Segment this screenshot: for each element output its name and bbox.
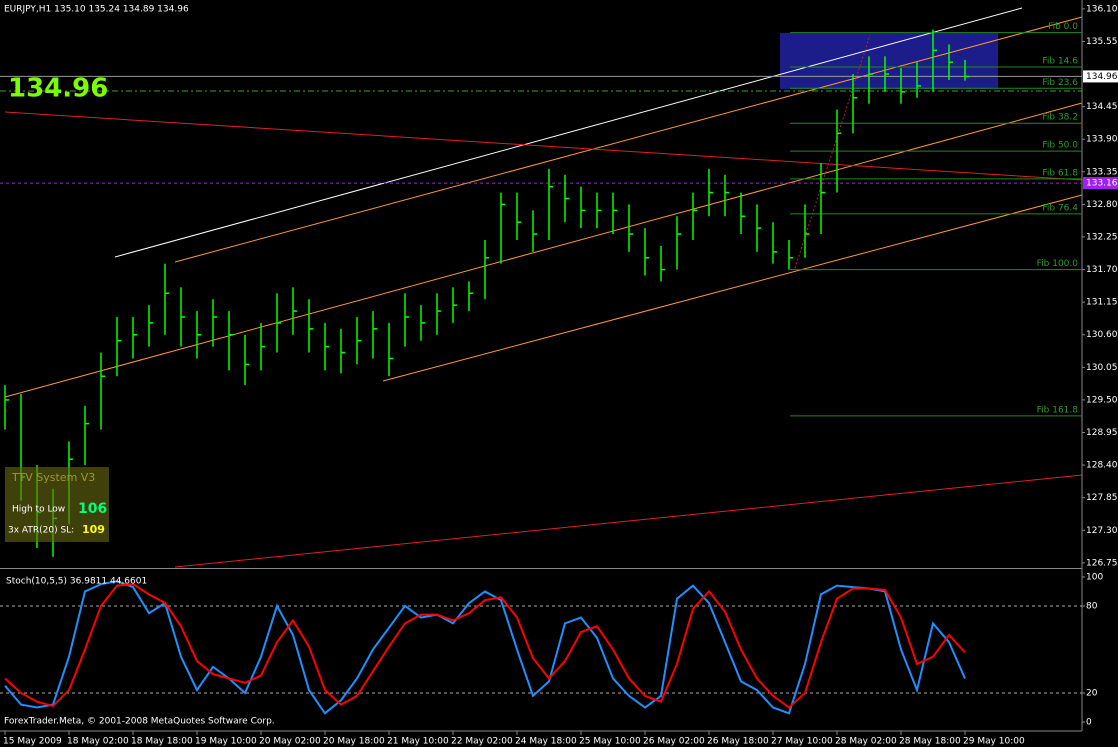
y-tick-label: 134.45 — [1086, 102, 1118, 112]
y-tick-label: 129.50 — [1086, 395, 1118, 405]
y-tick-label: 130.60 — [1086, 330, 1118, 340]
y-tick-label: 131.70 — [1086, 265, 1118, 275]
channel-line — [382, 194, 1083, 382]
marker-tag-label: 133.16 — [1086, 179, 1118, 189]
price-tag — [1083, 70, 1118, 83]
indicator-title: Stoch(10,5,5) 36.9811 44.6601 — [6, 577, 147, 587]
x-tick-label: 18 May 18:00 — [131, 737, 193, 747]
info-panel-bg — [5, 467, 109, 542]
y-tick-label: 0 — [1086, 718, 1092, 728]
info-panel: TTV System V3 High to Low 106 3x ATR(20)… — [5, 467, 109, 542]
y-tick-label: 127.30 — [1086, 526, 1118, 536]
trend-line — [174, 474, 1083, 568]
x-tick-label: 19 May 10:00 — [195, 737, 257, 747]
y-tick-label: 133.35 — [1086, 167, 1118, 177]
y-tick-label: 132.80 — [1086, 200, 1118, 210]
y-tick-label: 20 — [1086, 688, 1098, 698]
panel-value: 109 — [82, 523, 105, 536]
y-tick-label: 136.10 — [1086, 4, 1118, 14]
trend-line — [4, 111, 1083, 181]
y-tick-label: 128.40 — [1086, 461, 1118, 471]
chart-header: EURJPY,H1 135.10 135.24 134.89 134.96 — [4, 5, 189, 15]
x-tick-label: 20 May 02:00 — [259, 737, 321, 747]
fib-label: Fib 100.0 — [1037, 259, 1079, 269]
x-tick-label: 24 May 18:00 — [515, 737, 577, 747]
x-tick-label: 20 May 18:00 — [323, 737, 385, 747]
fib-base-line — [794, 34, 871, 269]
y-tick-label: 130.05 — [1086, 363, 1118, 373]
y-tick-label: 80 — [1086, 601, 1098, 611]
fib-label: Fib 14.6 — [1042, 56, 1078, 66]
y-tick-label: 132.25 — [1086, 232, 1118, 242]
panel-label: High to Low — [12, 505, 65, 515]
fib-label: Fib 38.2 — [1042, 113, 1078, 123]
y-tick-label: 126.75 — [1086, 558, 1118, 568]
fib-label: Fib 61.8 — [1042, 168, 1078, 178]
y-tick-label: 127.85 — [1086, 493, 1118, 503]
x-tick-label: 18 May 02:00 — [67, 737, 129, 747]
x-tick-label: 26 May 18:00 — [707, 737, 769, 747]
panel-label: 3x ATR(20) SL: — [8, 526, 74, 536]
marker-tag — [1083, 177, 1118, 190]
fib-label: Fib 50.0 — [1042, 141, 1078, 151]
panel-value: 106 — [78, 501, 107, 517]
x-tick-label: 28 May 18:00 — [899, 737, 961, 747]
x-tick-label: 27 May 10:00 — [771, 737, 833, 747]
highlight-rectangle — [780, 33, 998, 89]
y-tick-label: 128.95 — [1086, 428, 1118, 438]
x-tick-label: 15 May 2009 — [3, 737, 62, 747]
channel-line — [174, 16, 1083, 263]
x-tick-label: 22 May 02:00 — [451, 737, 513, 747]
x-tick-label: 28 May 02:00 — [835, 737, 897, 747]
big-price: 134.96 — [8, 74, 108, 104]
y-tick-label: 133.90 — [1086, 135, 1118, 145]
x-tick-label: 29 May 10:00 — [963, 737, 1025, 747]
y-tick-label: 100 — [1086, 572, 1103, 582]
fib-label: Fib 161.8 — [1037, 405, 1079, 415]
channel-line — [4, 102, 1083, 398]
x-tick-label: 25 May 10:00 — [579, 737, 641, 747]
price-tag-label: 134.96 — [1086, 72, 1118, 82]
x-tick-label: 26 May 02:00 — [643, 737, 705, 747]
footer: ForexTrader.Meta, © 2001-2008 MetaQuotes… — [4, 717, 275, 727]
indicator-line — [4, 583, 966, 709]
y-tick-label: 131.15 — [1086, 298, 1118, 308]
panel-title: TTV System V3 — [11, 471, 95, 484]
y-tick-label: 135.55 — [1086, 37, 1118, 47]
trend-line — [114, 7, 1023, 258]
fib-label: Fib 0.0 — [1048, 22, 1078, 32]
x-tick-label: 21 May 10:00 — [387, 737, 449, 747]
fib-label: Fib 76.4 — [1042, 203, 1078, 213]
fib-label: Fib 23.6 — [1042, 78, 1078, 88]
